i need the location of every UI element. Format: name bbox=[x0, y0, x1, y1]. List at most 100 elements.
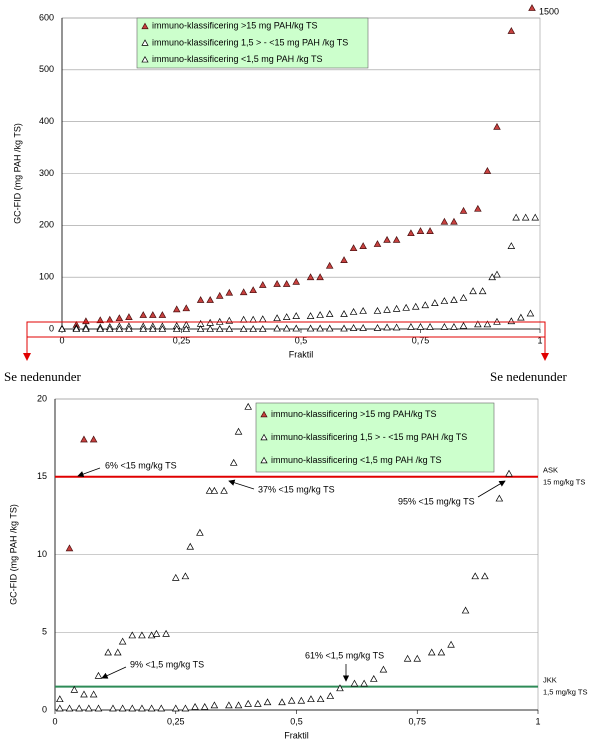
data-point bbox=[483, 320, 492, 328]
x-tick-label: 0,25 bbox=[167, 716, 185, 726]
data-point bbox=[431, 299, 439, 306]
data-point bbox=[215, 325, 224, 332]
data-point bbox=[427, 648, 436, 656]
data-point bbox=[437, 648, 446, 656]
data-point bbox=[282, 313, 291, 320]
data-point bbox=[392, 235, 401, 243]
data-point bbox=[316, 324, 324, 332]
data-point bbox=[493, 270, 501, 278]
annotation-arrow bbox=[477, 480, 506, 498]
reference-note: 1,5 mg/kg TS bbox=[543, 688, 587, 697]
data-point bbox=[109, 704, 117, 712]
data-point bbox=[96, 316, 105, 324]
data-point bbox=[258, 325, 267, 332]
data-point bbox=[493, 122, 501, 130]
data-point bbox=[531, 213, 540, 221]
data-point bbox=[316, 273, 324, 281]
data-point bbox=[481, 572, 489, 580]
data-point bbox=[263, 698, 272, 706]
data-point bbox=[181, 572, 190, 580]
data-point bbox=[440, 217, 449, 225]
data-point bbox=[104, 648, 112, 656]
data-point bbox=[325, 324, 334, 332]
reference-label: ASK bbox=[543, 466, 558, 475]
legend-marker bbox=[260, 410, 268, 418]
legend-box bbox=[136, 17, 369, 69]
data-point bbox=[426, 227, 434, 234]
data-point bbox=[94, 671, 103, 679]
data-point bbox=[471, 572, 480, 580]
data-point bbox=[196, 528, 204, 536]
data-point bbox=[383, 323, 391, 331]
data-point bbox=[182, 304, 191, 312]
data-point bbox=[125, 325, 133, 332]
y-tick-label: 0 bbox=[42, 704, 47, 714]
data-point bbox=[157, 704, 166, 712]
annotation: 61% <1,5 mg/kg TS bbox=[305, 650, 384, 660]
annotation-arrow bbox=[101, 666, 127, 679]
legend-label: immuno-klassificering 1,5 > - <15 mg PAH… bbox=[152, 37, 348, 47]
data-point bbox=[225, 701, 233, 709]
data-point bbox=[244, 699, 252, 707]
data-point bbox=[152, 629, 161, 637]
y-tick-label: 10 bbox=[37, 549, 47, 559]
legend-label: immuno-klassificering >15 mg PAH/kg TS bbox=[271, 409, 436, 419]
data-point bbox=[478, 287, 487, 295]
data-point bbox=[239, 325, 248, 332]
data-point bbox=[239, 288, 248, 296]
data-point bbox=[392, 323, 401, 331]
data-point bbox=[349, 324, 358, 331]
zoom-box bbox=[26, 321, 546, 338]
x-axis-label: Fraktil bbox=[284, 730, 309, 740]
reference-label: JKK bbox=[543, 676, 557, 685]
data-point bbox=[75, 704, 83, 712]
y-tick-label: 15 bbox=[37, 471, 47, 481]
data-point bbox=[440, 297, 449, 304]
data-point bbox=[493, 317, 501, 325]
data-point bbox=[461, 606, 470, 614]
data-point bbox=[65, 704, 74, 712]
legend-box bbox=[255, 402, 495, 473]
data-point bbox=[411, 302, 420, 310]
data-point bbox=[128, 704, 137, 712]
data-point bbox=[196, 325, 205, 332]
data-point bbox=[316, 311, 324, 318]
data-point bbox=[115, 325, 124, 332]
data-point bbox=[191, 702, 199, 710]
data-point bbox=[416, 227, 425, 234]
data-point bbox=[125, 313, 133, 320]
x-tick-label: 0,75 bbox=[408, 716, 426, 726]
data-point bbox=[373, 324, 382, 331]
y-axis-label: GC-FID (mg PAH /kg TS) bbox=[8, 504, 18, 605]
data-point bbox=[416, 323, 425, 330]
data-point bbox=[326, 692, 335, 699]
data-point bbox=[505, 469, 513, 477]
data-point bbox=[379, 665, 388, 673]
y-axis-label: GC-FID (mg PAH /kg TS) bbox=[12, 123, 22, 224]
note: Se nedenunder bbox=[490, 369, 568, 384]
data-point bbox=[297, 696, 306, 704]
data-point bbox=[85, 704, 93, 712]
legend-marker bbox=[260, 456, 268, 464]
data-point bbox=[82, 325, 90, 332]
data-point bbox=[138, 631, 146, 639]
data-point bbox=[254, 699, 262, 707]
x-tick-label: 0,5 bbox=[295, 335, 308, 345]
legend-label: immuno-klassificering 1,5 > - <15 mg PAH… bbox=[271, 432, 467, 442]
data-point bbox=[172, 325, 181, 332]
data-point bbox=[517, 313, 525, 321]
data-point bbox=[349, 244, 358, 252]
data-point bbox=[325, 261, 334, 269]
annotation-arrow bbox=[228, 479, 255, 490]
data-point bbox=[96, 325, 105, 332]
data-point bbox=[181, 704, 190, 712]
data-point bbox=[340, 256, 348, 263]
data-point bbox=[215, 317, 224, 325]
data-point bbox=[421, 301, 430, 309]
data-point bbox=[106, 325, 114, 332]
annotation: 6% <15 mg/kg TS bbox=[105, 460, 177, 470]
y-tick-label: 600 bbox=[39, 12, 54, 22]
data-point bbox=[402, 303, 410, 311]
data-point bbox=[234, 701, 243, 709]
data-point bbox=[507, 27, 516, 34]
